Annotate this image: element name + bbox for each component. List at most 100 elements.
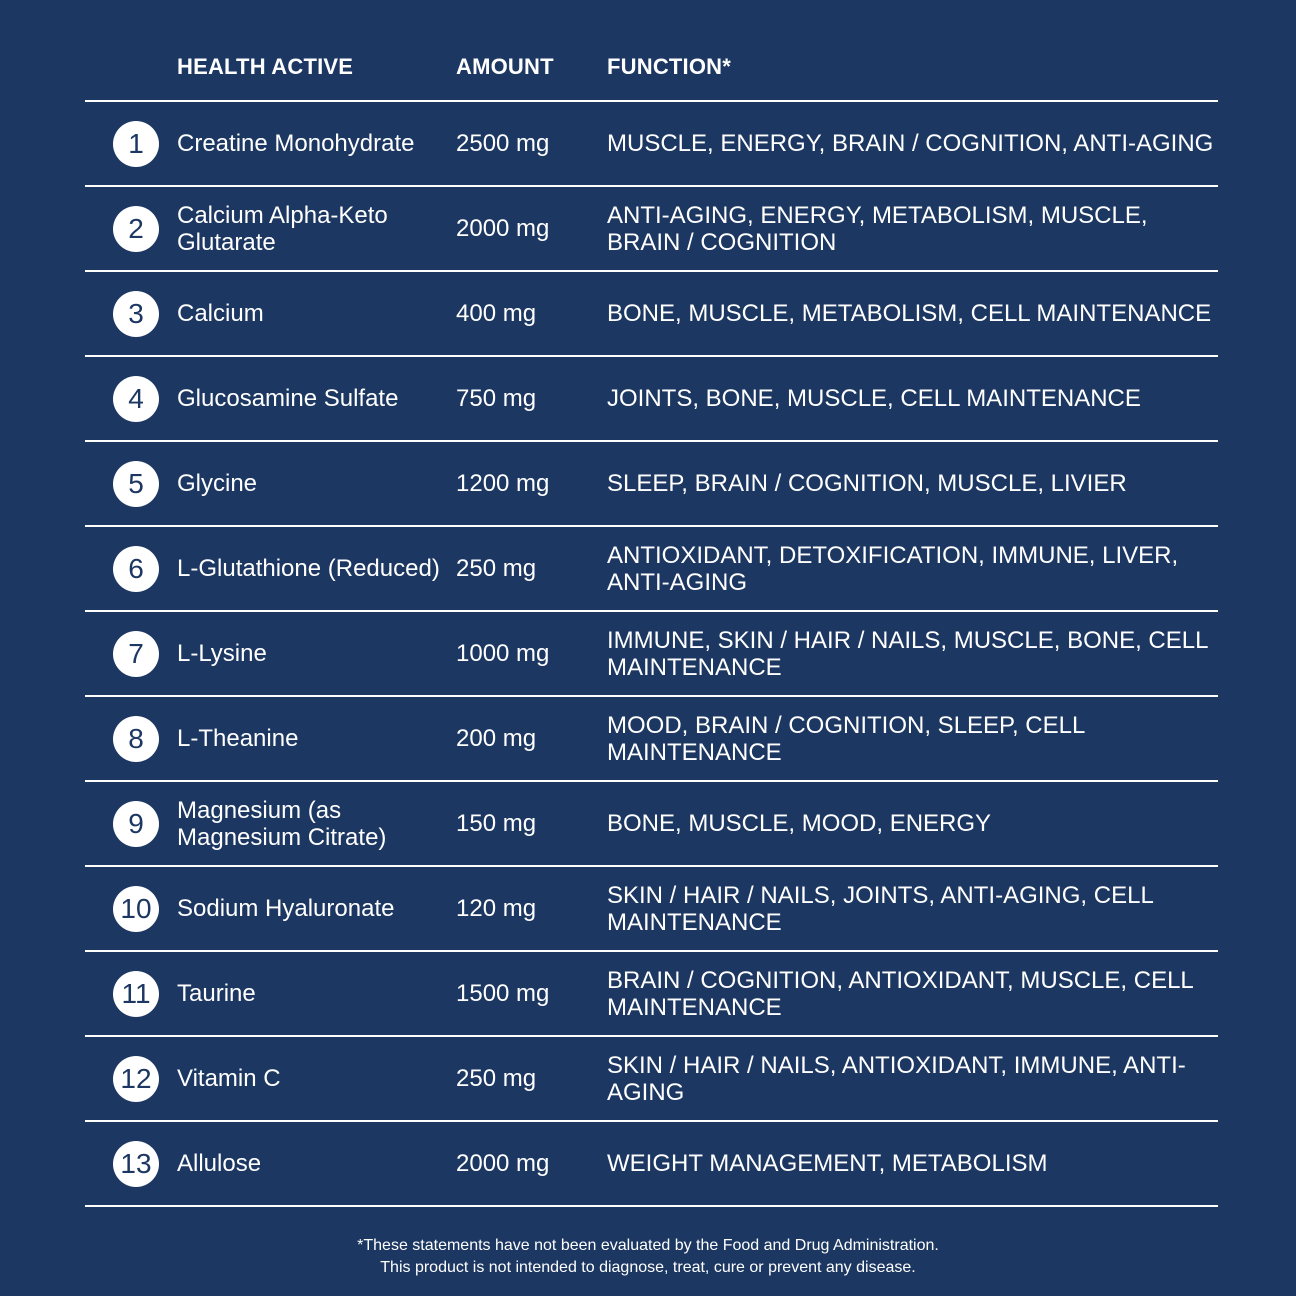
ingredient-name-text: Sodium Hyaluronate: [177, 895, 395, 922]
ingredient-amount: 400 mg: [456, 272, 596, 355]
table-row: 13 Allulose 2000 mg WEIGHT MANAGEMENT, M…: [85, 1120, 1218, 1207]
ingredient-function-text: ANTIOXIDANT, DETOXIFICATION, IMMUNE, LIV…: [607, 541, 1179, 596]
table-row: 2 Calcium Alpha-Keto Glutarate 2000 mg A…: [85, 185, 1218, 270]
ingredient-amount-text: 1500 mg: [456, 980, 550, 1007]
table-row: 12 Vitamin C 250 mg SKIN / HAIR / NAILS,…: [85, 1035, 1218, 1120]
ingredient-function: WEIGHT MANAGEMENT, METABOLISM: [607, 1122, 1227, 1205]
ingredient-function: BRAIN / COGNITION, ANTIOXIDANT, MUSCLE, …: [607, 952, 1227, 1035]
ingredient-function-text: JOINTS, BONE, MUSCLE, CELL MAINTENANCE: [607, 385, 1141, 412]
row-number-badge: 8: [113, 716, 159, 762]
table-row: 9 Magnesium (as Magnesium Citrate) 150 m…: [85, 780, 1218, 865]
ingredient-amount-text: 250 mg: [456, 555, 537, 582]
ingredient-function: BONE, MUSCLE, MOOD, ENERGY: [607, 782, 1227, 865]
ingredient-amount: 1000 mg: [456, 612, 596, 695]
ingredient-function: BONE, MUSCLE, METABOLISM, CELL MAINTENAN…: [607, 272, 1227, 355]
ingredient-amount: 250 mg: [456, 527, 596, 610]
ingredient-name-text: L-Glutathione (Reduced): [177, 555, 440, 582]
ingredient-amount-text: 2000 mg: [456, 215, 550, 242]
ingredient-name: L-Theanine: [177, 697, 447, 780]
ingredient-name: Sodium Hyaluronate: [177, 867, 447, 950]
row-number-badge: 3: [113, 291, 159, 337]
ingredient-name: Glycine: [177, 442, 447, 525]
ingredient-amount-text: 120 mg: [456, 895, 537, 922]
ingredient-amount: 120 mg: [456, 867, 596, 950]
table-row: 11 Taurine 1500 mg BRAIN / COGNITION, AN…: [85, 950, 1218, 1035]
ingredient-amount: 2000 mg: [456, 187, 596, 270]
disclaimer: *These statements have not been evaluate…: [0, 1235, 1296, 1279]
ingredient-function: SKIN / HAIR / NAILS, JOINTS, ANTI-AGING,…: [607, 867, 1227, 950]
ingredient-amount-text: 2000 mg: [456, 1150, 550, 1177]
ingredient-amount-text: 1000 mg: [456, 640, 550, 667]
ingredient-amount: 250 mg: [456, 1037, 596, 1120]
ingredient-amount-text: 200 mg: [456, 725, 537, 752]
ingredient-name: Taurine: [177, 952, 447, 1035]
header-amount: AMOUNT: [456, 54, 554, 79]
ingredient-function-text: IMMUNE, SKIN / HAIR / NAILS, MUSCLE, BON…: [607, 626, 1208, 681]
disclaimer-line-1: *These statements have not been evaluate…: [357, 1237, 939, 1254]
row-number-badge: 13: [113, 1141, 159, 1187]
ingredient-name: Glucosamine Sulfate: [177, 357, 447, 440]
table-row: 6 L-Glutathione (Reduced) 250 mg ANTIOXI…: [85, 525, 1218, 610]
ingredient-name-text: Vitamin C: [177, 1065, 281, 1092]
ingredient-amount-text: 2500 mg: [456, 130, 550, 157]
ingredient-name-text: Calcium: [177, 300, 264, 327]
ingredient-name: L-Lysine: [177, 612, 447, 695]
ingredient-function-text: SLEEP, BRAIN / COGNITION, MUSCLE, LIVIER: [607, 470, 1127, 497]
ingredients-table: 1 Creatine Monohydrate 2500 mg MUSCLE, E…: [85, 100, 1218, 1207]
table-row: 5 Glycine 1200 mg SLEEP, BRAIN / COGNITI…: [85, 440, 1218, 525]
ingredient-name-text: Allulose: [177, 1150, 262, 1177]
ingredient-name: L-Glutathione (Reduced): [177, 527, 447, 610]
ingredient-amount: 1500 mg: [456, 952, 596, 1035]
row-number-badge: 9: [113, 801, 159, 847]
ingredient-name-text: Glucosamine Sulfate: [177, 385, 399, 412]
ingredient-name-text: Taurine: [177, 980, 256, 1007]
ingredient-function-text: WEIGHT MANAGEMENT, METABOLISM: [607, 1150, 1048, 1177]
ingredient-name: Vitamin C: [177, 1037, 447, 1120]
ingredient-function-text: BONE, MUSCLE, MOOD, ENERGY: [607, 810, 992, 837]
ingredient-name-text: L-Lysine: [177, 640, 267, 667]
ingredient-amount: 200 mg: [456, 697, 596, 780]
ingredient-amount: 150 mg: [456, 782, 596, 865]
ingredient-amount: 1200 mg: [456, 442, 596, 525]
table-row: 10 Sodium Hyaluronate 120 mg SKIN / HAIR…: [85, 865, 1218, 950]
ingredient-function-text: SKIN / HAIR / NAILS, JOINTS, ANTI-AGING,…: [607, 881, 1153, 936]
ingredient-name-text: L-Theanine: [177, 725, 299, 752]
ingredient-amount-text: 250 mg: [456, 1065, 537, 1092]
table-row: 8 L-Theanine 200 mg MOOD, BRAIN / COGNIT…: [85, 695, 1218, 780]
header-function: FUNCTION*: [607, 54, 732, 79]
row-number-badge: 4: [113, 376, 159, 422]
ingredient-function-text: SKIN / HAIR / NAILS, ANTIOXIDANT, IMMUNE…: [607, 1051, 1186, 1106]
ingredient-function: ANTI-AGING, ENERGY, METABOLISM, MUSCLE, …: [607, 187, 1227, 270]
ingredient-function: MOOD, BRAIN / COGNITION, SLEEP, CELL MAI…: [607, 697, 1227, 780]
ingredient-function: MUSCLE, ENERGY, BRAIN / COGNITION, ANTI-…: [607, 102, 1227, 185]
ingredient-amount-text: 400 mg: [456, 300, 537, 327]
ingredient-name-text: Creatine Monohydrate: [177, 130, 415, 157]
row-number-badge: 1: [113, 121, 159, 167]
ingredient-function: JOINTS, BONE, MUSCLE, CELL MAINTENANCE: [607, 357, 1227, 440]
ingredient-name: Calcium Alpha-Keto Glutarate: [177, 187, 447, 270]
ingredient-function-text: ANTI-AGING, ENERGY, METABOLISM, MUSCLE, …: [607, 201, 1148, 256]
header-health-active: HEALTH ACTIVE: [177, 54, 354, 79]
ingredient-name-text: Magnesium (as Magnesium Citrate): [177, 796, 387, 851]
table-row: 3 Calcium 400 mg BONE, MUSCLE, METABOLIS…: [85, 270, 1218, 355]
ingredient-name: Allulose: [177, 1122, 447, 1205]
table-row: 4 Glucosamine Sulfate 750 mg JOINTS, BON…: [85, 355, 1218, 440]
ingredient-function: SKIN / HAIR / NAILS, ANTIOXIDANT, IMMUNE…: [607, 1037, 1227, 1120]
ingredient-name: Creatine Monohydrate: [177, 102, 447, 185]
table-row: 1 Creatine Monohydrate 2500 mg MUSCLE, E…: [85, 100, 1218, 185]
disclaimer-line-2: This product is not intended to diagnose…: [380, 1259, 916, 1276]
table-row: 7 L-Lysine 1000 mg IMMUNE, SKIN / HAIR /…: [85, 610, 1218, 695]
ingredient-amount-text: 1200 mg: [456, 470, 550, 497]
row-number-badge: 5: [113, 461, 159, 507]
ingredient-function-text: BRAIN / COGNITION, ANTIOXIDANT, MUSCLE, …: [607, 966, 1193, 1021]
ingredient-function-text: BONE, MUSCLE, METABOLISM, CELL MAINTENAN…: [607, 300, 1212, 327]
ingredient-function-text: MOOD, BRAIN / COGNITION, SLEEP, CELL MAI…: [607, 711, 1085, 766]
ingredient-amount: 2000 mg: [456, 1122, 596, 1205]
row-number-badge: 2: [113, 206, 159, 252]
ingredient-amount: 2500 mg: [456, 102, 596, 185]
row-number-badge: 11: [113, 971, 159, 1017]
ingredient-function: SLEEP, BRAIN / COGNITION, MUSCLE, LIVIER: [607, 442, 1227, 525]
ingredient-amount-text: 150 mg: [456, 810, 537, 837]
row-number-badge: 7: [113, 631, 159, 677]
ingredient-function: ANTIOXIDANT, DETOXIFICATION, IMMUNE, LIV…: [607, 527, 1227, 610]
